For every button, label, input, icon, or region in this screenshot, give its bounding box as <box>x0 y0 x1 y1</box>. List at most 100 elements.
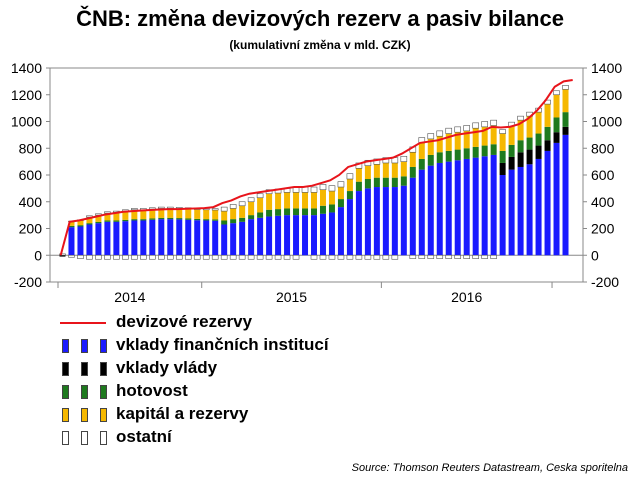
bar-segment <box>319 213 326 256</box>
bar-segment <box>310 186 318 193</box>
bar-segment <box>562 112 569 127</box>
legend-box <box>81 385 88 399</box>
bar-segment <box>553 117 560 133</box>
bar-segment <box>472 128 479 147</box>
bar-segment <box>391 254 399 260</box>
bar-segment <box>230 219 237 224</box>
bar-segment <box>463 158 470 256</box>
bar-segment <box>212 220 219 256</box>
bar-segment <box>221 224 228 256</box>
bar-segment <box>463 254 471 259</box>
bar-segment <box>490 125 497 145</box>
bar-segment <box>436 136 443 153</box>
bar-segment <box>257 217 264 256</box>
bar-segment <box>68 227 75 256</box>
bar-segment <box>77 254 84 259</box>
bar-segment <box>122 221 129 256</box>
bar-segment <box>77 220 84 226</box>
bar-segment <box>293 192 300 209</box>
bar-segment <box>373 177 380 188</box>
bar-segment <box>508 169 515 256</box>
bar-segment <box>508 126 515 145</box>
bar-segment <box>427 154 434 166</box>
bar-segment <box>553 90 560 96</box>
bar-segment <box>68 221 75 226</box>
bar-segment <box>104 220 111 222</box>
bar-segment <box>427 254 435 259</box>
legend-label: vklady finančních institucí <box>116 335 329 354</box>
bar-segment <box>382 162 389 178</box>
bar-segment <box>445 161 452 256</box>
bar-segment <box>346 191 353 200</box>
bar-segment <box>454 160 461 256</box>
bar-segment <box>131 254 138 260</box>
bar-segment <box>553 132 560 143</box>
bar-segment <box>185 218 192 220</box>
y-tick-label-left: 400 <box>19 194 43 210</box>
bar-segment <box>86 254 93 260</box>
bar-segment <box>535 158 542 256</box>
bar-segment <box>454 132 461 150</box>
bar-segment <box>337 199 344 208</box>
bar-segment <box>185 219 192 256</box>
bar-segment <box>553 142 560 256</box>
bar-segment <box>409 177 416 256</box>
legend-box-swatch <box>62 385 108 400</box>
bar-segment <box>436 130 444 137</box>
bar-segment <box>302 192 309 209</box>
bar-segment <box>445 133 452 151</box>
bar-segment <box>292 254 300 260</box>
bar-segment <box>364 254 372 260</box>
bar-segment <box>328 204 335 213</box>
bar-segment <box>203 220 210 256</box>
bar-segment <box>131 220 138 256</box>
bar-segment <box>239 221 246 256</box>
bar-segment <box>526 137 533 150</box>
legend-box <box>62 362 69 376</box>
series-line-reserves <box>59 79 573 256</box>
bar-segment <box>275 193 282 210</box>
bar-segment <box>544 104 551 127</box>
bar-segment <box>355 254 363 260</box>
bar-segment <box>562 134 569 256</box>
bar-segment <box>409 254 417 259</box>
bar-segment <box>149 218 156 220</box>
bar-segment <box>203 219 210 221</box>
bar-segment <box>436 254 444 259</box>
bar-segment <box>221 220 228 225</box>
bar-segment <box>284 192 291 209</box>
bar-segment <box>59 253 66 256</box>
bar-segment <box>364 179 371 189</box>
bar-segment <box>436 162 443 256</box>
bar-segment <box>140 254 147 260</box>
legend-box <box>100 362 107 376</box>
bar-segment <box>104 221 111 256</box>
bar-segment <box>355 181 362 192</box>
y-tick-label-left: 1000 <box>11 114 42 130</box>
bar-segment <box>319 184 327 191</box>
bar-segment <box>445 150 452 162</box>
bar-segment <box>265 254 273 260</box>
bar-segment <box>140 209 147 220</box>
bar-segment <box>211 208 219 211</box>
bar-segment <box>463 148 470 159</box>
bar-segment <box>166 254 174 260</box>
bar-segment <box>122 219 129 222</box>
bar-segment <box>230 223 237 256</box>
bar-segment <box>256 254 264 260</box>
bar-segment <box>113 254 120 260</box>
bar-segment <box>220 254 228 260</box>
bar-segment <box>202 254 210 260</box>
bar-segment <box>427 133 435 140</box>
bar-segment <box>562 126 569 135</box>
bar-segment <box>229 204 237 209</box>
bar-segment <box>346 199 353 256</box>
bar-segment <box>481 156 488 256</box>
legend-label: vklady vlády <box>116 358 218 377</box>
y-tick-label-left: 800 <box>19 140 43 156</box>
bar-segment <box>104 213 111 221</box>
bar-segment <box>95 221 102 224</box>
legend-box <box>62 385 69 399</box>
bar-segment <box>400 161 407 177</box>
bar-segment <box>337 207 344 256</box>
